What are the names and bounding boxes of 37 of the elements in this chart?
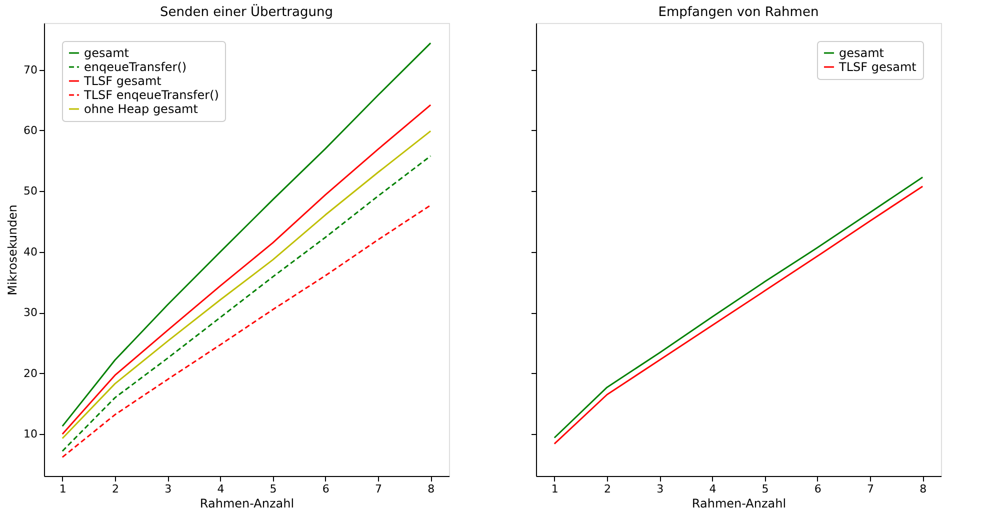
legend-label: TLSF gesamt (83, 74, 162, 88)
y-tick-label: 50 (24, 184, 38, 198)
x-tick-label: 6 (322, 482, 330, 496)
x-tick-label: 6 (814, 482, 822, 496)
legend-label: TLSF gesamt (838, 60, 917, 74)
chart-title: Senden einer Übertragung (160, 4, 333, 20)
x-tick-label: 3 (656, 482, 664, 496)
y-tick-label: 30 (24, 306, 38, 320)
x-tick-label: 2 (112, 482, 120, 496)
x-tick-label: 5 (762, 482, 769, 496)
x-tick-label: 1 (551, 482, 558, 496)
y-tick-label: 20 (24, 366, 38, 380)
x-tick-label: 8 (920, 482, 927, 496)
legend-label: TLSF enqeueTransfer() (83, 88, 219, 102)
y-tick-label: 10 (24, 428, 38, 441)
x-tick-label: 2 (604, 482, 612, 496)
line-series (62, 204, 432, 458)
x-tick-label: 7 (374, 482, 382, 496)
y-tick-label: 70 (24, 63, 38, 76)
y-tick-label: 40 (24, 245, 38, 258)
legend-label: gesamt (839, 46, 884, 60)
x-axis-title: Rahmen-Anzahl (692, 496, 786, 510)
legend-label: enqeueTransfer() (84, 60, 187, 74)
y-tick-label: 60 (24, 124, 38, 137)
x-tick-label: 4 (709, 482, 716, 496)
x-axis-title: Rahmen-Anzahl (200, 496, 294, 510)
x-tick-label: 3 (164, 482, 172, 496)
x-tick-label: 4 (217, 482, 224, 496)
legend-label: gesamt (84, 46, 130, 60)
x-tick-label: 8 (428, 482, 435, 496)
legend-label: ohne Heap gesamt (84, 102, 198, 116)
x-tick-label: 5 (270, 482, 277, 496)
x-tick-label: 7 (866, 482, 874, 496)
y-axis-title: Mikrosekunden (6, 204, 20, 296)
chart-title: Empfangen von Rahmen (658, 5, 819, 20)
line-series (62, 42, 432, 427)
x-tick-label: 1 (59, 482, 66, 496)
